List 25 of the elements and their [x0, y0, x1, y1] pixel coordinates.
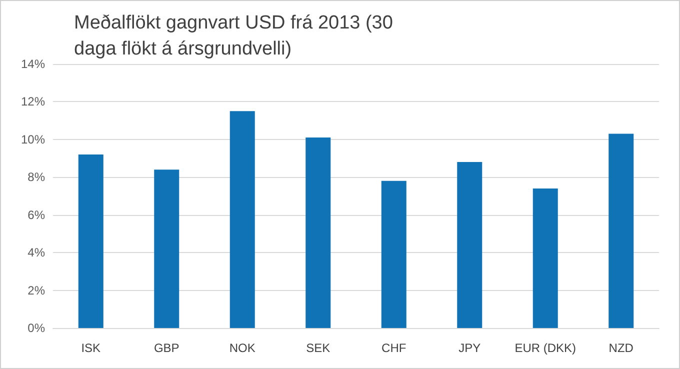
bar — [230, 111, 255, 328]
bar — [381, 180, 406, 328]
y-tick-label: 14% — [20, 57, 46, 71]
bar — [532, 188, 558, 328]
x-tick-label: NOK — [229, 341, 256, 355]
bar — [78, 154, 104, 328]
bar — [608, 134, 634, 328]
y-tick-label: 10% — [20, 132, 46, 146]
x-tick-label: CHF — [382, 341, 406, 355]
bar — [306, 138, 331, 328]
x-tick-label: EUR (DKK) — [514, 341, 576, 355]
chart-title: Meðalflökt gagnvart USD frá 2013 (30 daga flökt á ársgrundvelli) — [74, 12, 398, 60]
y-tick-label: 6% — [28, 208, 46, 222]
y-tick-label: 2% — [28, 283, 46, 298]
y-tick-label: 0% — [28, 321, 46, 335]
bar — [457, 162, 482, 328]
x-tick-label: GBP — [154, 341, 180, 355]
x-tick-label: NZD — [608, 341, 634, 355]
y-tick-label: 12% — [20, 94, 46, 109]
x-tick-label: SEK — [306, 341, 330, 355]
x-tick-label: ISK — [81, 341, 101, 355]
x-tick-label: JPY — [458, 341, 481, 355]
y-tick-label: 8% — [28, 170, 46, 184]
y-tick-label: 4% — [28, 246, 46, 260]
bar — [154, 170, 180, 328]
